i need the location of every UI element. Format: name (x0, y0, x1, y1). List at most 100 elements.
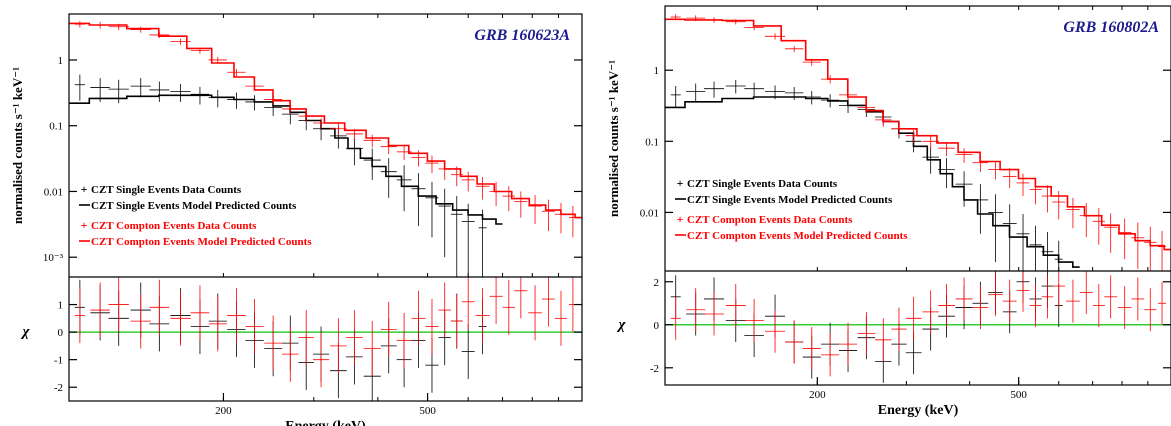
residual-point (821, 333, 840, 377)
residual-point (972, 286, 989, 330)
residual-tick-label: 1 (58, 300, 64, 312)
data-point (170, 38, 191, 45)
data-point (528, 195, 542, 224)
residual-point (450, 293, 463, 349)
data-point (1016, 214, 1030, 271)
data-point (396, 165, 412, 212)
residual-point (1079, 271, 1093, 315)
residuals-single (74, 279, 487, 401)
residual-point (1052, 271, 1066, 308)
data-point (1158, 230, 1167, 271)
chart-panel-2: 200 500 1 0.1 0.01 -2 0 2 Energy (keV) normalised… (606, 5, 1171, 418)
residual-point (765, 309, 786, 353)
legend-entry: CZT Compton Events Model Predicted Count… (79, 236, 312, 248)
legend-label: CZT Single Events Model Predicted Counts (687, 194, 893, 206)
series-model-single (69, 94, 503, 225)
data-point (425, 181, 439, 238)
residual-point (461, 277, 475, 330)
data-point (130, 78, 151, 98)
data-point (227, 68, 246, 77)
data-point (380, 158, 397, 198)
residual-point (725, 283, 746, 327)
x-axis-label: Energy (keV) (285, 419, 366, 426)
data-point (1029, 225, 1042, 271)
legend-entry: CZT Compton Events Model Predicted Count… (675, 230, 908, 242)
data-point (461, 203, 475, 277)
series-model-compton (665, 18, 1171, 251)
legend-label: CZT Single Events Data Counts (91, 184, 242, 196)
residual-point (1092, 283, 1105, 327)
data-point (208, 89, 227, 108)
data-point (502, 186, 516, 212)
residual-point (922, 290, 939, 334)
data-point (938, 141, 955, 157)
residual-point (686, 288, 706, 332)
data-point (1144, 226, 1157, 271)
residual-point (744, 298, 764, 342)
residual-point (380, 301, 397, 357)
residual-point (670, 296, 681, 340)
legend-label: CZT Compton Events Model Predicted Count… (91, 236, 312, 248)
data-point (1117, 218, 1132, 260)
legend-label: CZT Single Events Data Counts (687, 178, 838, 190)
residual-point (857, 311, 876, 355)
data-point (704, 81, 725, 98)
residual-point (245, 299, 264, 355)
residual-point (298, 310, 314, 366)
residual-point (1041, 275, 1054, 319)
x-tick-label: 200 (215, 405, 232, 417)
data-point (725, 79, 746, 94)
data-point (541, 199, 555, 232)
residual-point (313, 332, 330, 388)
legend-label: CZT Compton Events Data Counts (687, 214, 853, 226)
residual-point (461, 323, 475, 379)
residual-point (938, 283, 955, 327)
residual-point (1117, 286, 1132, 330)
residual-point (108, 277, 129, 333)
data-point (1131, 222, 1145, 270)
residual-point (891, 307, 907, 351)
data-point (784, 87, 804, 101)
legend-marker: + (677, 212, 684, 226)
residual-point (170, 290, 191, 346)
x-minor-ticks (664, 6, 1171, 385)
residual-point (149, 279, 170, 335)
legend-entry: + CZT Single Events Data Counts (81, 182, 242, 196)
residual-point (330, 318, 347, 374)
data-point (514, 191, 528, 218)
legend-marker: + (677, 176, 684, 190)
residual-point (1104, 275, 1118, 319)
data-point (425, 155, 439, 174)
data-point (1104, 213, 1118, 253)
data-point (568, 206, 577, 238)
residuals-compton (670, 271, 1167, 377)
residual-point (130, 293, 151, 349)
residual-point (541, 277, 555, 327)
legend-entry: + CZT Compton Events Data Counts (81, 218, 258, 232)
legend-label: CZT Compton Events Data Counts (91, 220, 257, 232)
residual-point (208, 296, 227, 352)
residual-point (875, 318, 892, 362)
residual-point (838, 322, 858, 366)
chart-panel-1: 200 500 1 0.1 0.01 10⁻³ -2 -1 0 1 Energy (keV) norm… (10, 13, 583, 426)
data-point (489, 181, 503, 207)
chart-title: GRB 160623A (474, 27, 570, 44)
residual-point (363, 321, 381, 377)
data-point (363, 134, 381, 148)
data-point (1016, 173, 1030, 197)
data-point (1092, 208, 1105, 245)
data-point (670, 85, 681, 108)
y-tick-label: 0.1 (645, 136, 659, 148)
data-point (438, 188, 451, 258)
residual-point (502, 279, 516, 335)
y-tick-label: 10⁻³ (43, 252, 64, 264)
legend-entry: + CZT Single Events Data Counts (677, 176, 838, 190)
residual-point (264, 315, 283, 371)
residual-point (905, 296, 922, 340)
legend-entry: CZT Single Events Model Predicted Counts (675, 194, 893, 206)
residual-tick-label: -1 (54, 355, 63, 367)
residual-point (489, 277, 503, 324)
residual-tick-label: -2 (650, 363, 659, 375)
